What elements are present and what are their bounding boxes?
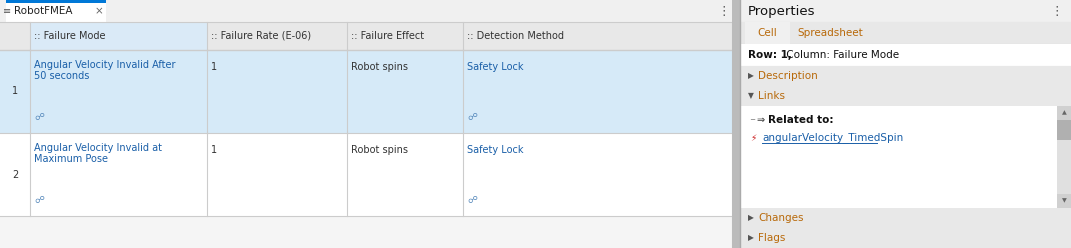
Text: Column: Failure Mode: Column: Failure Mode — [783, 50, 900, 60]
Text: ▼: ▼ — [748, 92, 754, 100]
Text: ─: ─ — [750, 117, 754, 123]
Text: Robot spins: Robot spins — [351, 145, 408, 155]
Text: ⚡: ⚡ — [750, 133, 756, 143]
Text: Description: Description — [758, 71, 818, 81]
Bar — [1057, 106, 1071, 120]
Text: ▼: ▼ — [1061, 198, 1067, 204]
Bar — [740, 86, 1071, 106]
Text: angularVelocity_TimedSpin: angularVelocity_TimedSpin — [761, 132, 903, 143]
Text: 1: 1 — [211, 145, 217, 155]
Text: 50 seconds: 50 seconds — [34, 71, 89, 81]
Text: Safety Lock: Safety Lock — [467, 145, 524, 155]
Text: ⋮: ⋮ — [718, 5, 730, 18]
Text: ▶: ▶ — [748, 234, 754, 243]
Bar — [740, 22, 1071, 44]
Text: Related to:: Related to: — [768, 115, 833, 125]
Text: Cell: Cell — [757, 28, 778, 38]
Text: 1: 1 — [211, 62, 217, 72]
Bar — [30, 22, 207, 50]
Bar — [1057, 120, 1071, 140]
Text: Spreadsheet: Spreadsheet — [797, 28, 863, 38]
Text: ▶: ▶ — [748, 214, 754, 222]
Bar — [740, 0, 1071, 22]
Text: :: Detection Method: :: Detection Method — [467, 31, 564, 41]
Text: ▲: ▲ — [1061, 111, 1067, 116]
Text: Links: Links — [758, 91, 785, 101]
Bar — [6, 3, 106, 22]
Bar — [0, 133, 731, 216]
Text: 2: 2 — [12, 169, 18, 180]
Text: Safety Lock: Safety Lock — [467, 62, 524, 72]
Text: :: Failure Effect: :: Failure Effect — [351, 31, 424, 41]
Bar — [1057, 194, 1071, 208]
Bar — [740, 228, 1071, 248]
Text: Changes: Changes — [758, 213, 803, 223]
Bar — [0, 0, 731, 22]
Bar — [740, 106, 1057, 208]
Text: ☍: ☍ — [467, 112, 477, 122]
Bar — [1057, 106, 1071, 208]
Bar — [740, 44, 1071, 66]
Text: :: Failure Mode: :: Failure Mode — [34, 31, 106, 41]
Text: Angular Velocity Invalid After: Angular Velocity Invalid After — [34, 60, 176, 70]
Text: Row: 1,: Row: 1, — [748, 50, 791, 60]
Bar — [745, 22, 790, 44]
Text: ☍: ☍ — [467, 195, 477, 205]
Bar — [740, 208, 1071, 228]
Text: ⋮: ⋮ — [1051, 5, 1064, 18]
Bar — [0, 22, 731, 248]
Bar — [740, 0, 1071, 248]
Bar — [0, 216, 731, 248]
Text: ⇒: ⇒ — [756, 115, 764, 125]
Text: Properties: Properties — [748, 5, 815, 18]
Text: Robot spins: Robot spins — [351, 62, 408, 72]
Bar — [0, 22, 731, 50]
Text: Maximum Pose: Maximum Pose — [34, 154, 108, 164]
Text: Flags: Flags — [758, 233, 785, 243]
Text: ≡: ≡ — [3, 6, 11, 16]
Text: ▶: ▶ — [748, 71, 754, 81]
Text: ☍: ☍ — [34, 112, 44, 122]
Bar — [0, 50, 731, 133]
Text: RobotFMEA: RobotFMEA — [14, 6, 73, 17]
Bar — [740, 66, 1071, 86]
Text: :: Failure Rate (E-06): :: Failure Rate (E-06) — [211, 31, 311, 41]
Text: ☍: ☍ — [34, 195, 44, 205]
Text: 1: 1 — [12, 87, 18, 96]
Text: Angular Velocity Invalid at: Angular Velocity Invalid at — [34, 143, 162, 153]
Bar — [731, 0, 740, 248]
Bar — [6, 0, 106, 3]
Text: ×: × — [95, 6, 104, 17]
